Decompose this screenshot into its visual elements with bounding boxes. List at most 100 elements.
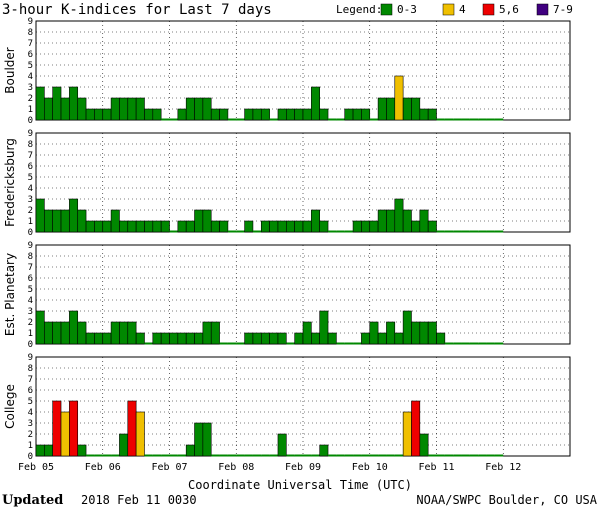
k-index-bar: [110, 97, 120, 121]
y-tick-label: 9: [28, 353, 33, 363]
k-index-bar: [386, 321, 396, 345]
k-index-bar: [286, 108, 295, 121]
k-index-bar: [44, 209, 53, 233]
k-index-bar: [35, 198, 45, 233]
y-tick-label: 1: [28, 105, 33, 115]
station-label: College: [3, 384, 17, 429]
k-index-bar: [85, 108, 95, 121]
k-index-bar: [419, 321, 429, 345]
k-index-bar: [302, 108, 312, 121]
k-index-bar: [85, 220, 95, 233]
k-index-bar: [60, 97, 70, 121]
k-index-bar: [260, 108, 270, 121]
x-tick-label: Feb 09: [285, 462, 321, 473]
k-index-bar: [60, 321, 70, 345]
updated-value: 2018 Feb 11 0030: [81, 493, 197, 507]
k-index-bar: [311, 332, 320, 345]
k-index-bar: [77, 321, 87, 345]
y-tick-label: 0: [28, 228, 33, 238]
k-index-bar: [35, 310, 45, 345]
k-index-bar: [402, 411, 412, 457]
k-index-bar: [60, 411, 70, 457]
k-index-bar: [185, 97, 195, 121]
legend-swatch-2: [482, 3, 495, 16]
k-index-bar: [69, 86, 79, 121]
k-index-bar: [77, 209, 87, 233]
k-index-bar: [319, 444, 329, 457]
y-tick-label: 9: [28, 17, 33, 27]
y-tick-label: 5: [28, 397, 33, 407]
k-index-bar: [44, 97, 53, 121]
k-index-bar: [69, 400, 79, 457]
k-index-bar: [219, 108, 229, 121]
y-tick-label: 1: [28, 217, 33, 227]
k-index-bar: [394, 198, 404, 233]
k-index-bar: [152, 332, 162, 345]
y-tick-label: 5: [28, 285, 33, 295]
k-index-bar: [210, 108, 220, 121]
x-axis-ticks: Feb 05 Feb 06 Feb 07 Feb 08 Feb 09 Feb 10 Feb …: [18, 462, 521, 473]
x-tick-label: Feb 12: [485, 462, 521, 473]
k-index-bar: [102, 220, 112, 233]
k-index-bar: [194, 209, 204, 233]
k-index-bar: [394, 332, 404, 345]
k-index-bar: [411, 220, 421, 233]
legend-entry-1: 4: [459, 3, 466, 16]
k-index-bar: [144, 108, 154, 121]
k-index-bar: [127, 321, 137, 345]
legend-label: Legend:: [336, 3, 382, 16]
k-index-bar: [52, 86, 62, 121]
k-index-bar: [319, 310, 329, 345]
k-index-bar: [135, 220, 145, 233]
y-tick-label: 8: [28, 252, 33, 262]
k-index-bar: [369, 220, 379, 233]
updated-label: Updated: [2, 493, 63, 508]
k-index-bar: [427, 321, 437, 345]
y-tick-label: 7: [28, 263, 33, 273]
k-index-bar: [202, 422, 212, 457]
k-index-bar: [202, 97, 212, 121]
station-label: Fredericksburg: [3, 138, 17, 227]
k-index-bar: [419, 108, 429, 121]
y-tick-label: 4: [28, 408, 33, 418]
k-index-bar: [419, 433, 429, 457]
k-index-bar: [411, 400, 421, 457]
k-index-bar: [52, 400, 62, 457]
k-index-bar: [402, 310, 412, 345]
k-index-bar: [94, 108, 104, 121]
y-tick-label: 8: [28, 140, 33, 150]
y-tick-label: 3: [28, 419, 33, 429]
x-axis-label: Coordinate Universal Time (UTC): [188, 478, 412, 492]
k-index-bar: [69, 198, 79, 233]
y-tick-label: 9: [28, 129, 33, 139]
k-index-bar: [386, 209, 396, 233]
y-tick-label: 7: [28, 39, 33, 49]
station-label: Boulder: [3, 47, 17, 94]
k-index-bar: [294, 332, 304, 345]
k-index-bar: [210, 321, 220, 345]
k-index-bar: [185, 220, 195, 233]
y-tick-label: 0: [28, 116, 33, 126]
k-index-bar: [44, 444, 53, 457]
y-tick-label: 4: [28, 72, 33, 82]
k-index-bar: [311, 209, 320, 233]
k-index-bar: [119, 97, 129, 121]
y-tick-label: 3: [28, 83, 33, 93]
legend-swatch-1: [442, 3, 455, 16]
k-index-bar: [269, 220, 279, 233]
y-tick-label: 6: [28, 162, 33, 172]
k-index-bar: [44, 321, 53, 345]
k-index-bar: [352, 220, 362, 233]
k-index-bar: [260, 332, 270, 345]
station-label: Est. Planetary: [3, 253, 17, 336]
y-tick-label: 1: [28, 329, 33, 339]
k-index-bar: [427, 220, 437, 233]
k-index-bar: [319, 108, 329, 121]
legend-swatch-0: [380, 3, 393, 16]
k-index-bar: [377, 97, 387, 121]
station-panels: 0123456789Boulder0123456789Fredericksbur…: [3, 17, 571, 462]
